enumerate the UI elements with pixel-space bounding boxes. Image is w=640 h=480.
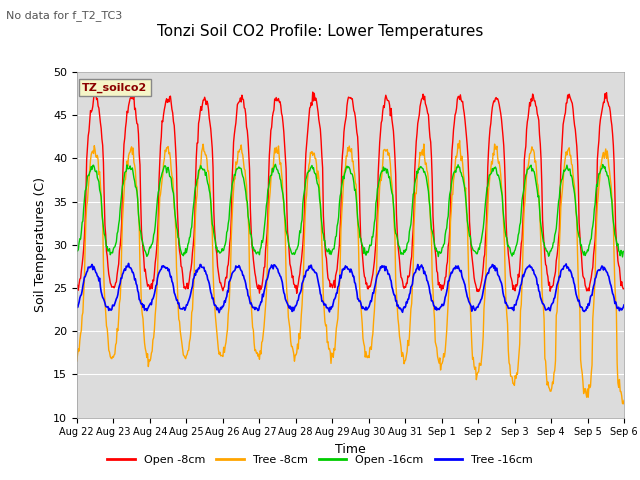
Text: Tonzi Soil CO2 Profile: Lower Temperatures: Tonzi Soil CO2 Profile: Lower Temperatur… bbox=[157, 24, 483, 39]
Y-axis label: Soil Temperatures (C): Soil Temperatures (C) bbox=[35, 177, 47, 312]
Text: No data for f_T2_TC3: No data for f_T2_TC3 bbox=[6, 10, 123, 21]
Text: TZ_soilco2: TZ_soilco2 bbox=[83, 83, 148, 93]
Legend: Open -8cm, Tree -8cm, Open -16cm, Tree -16cm: Open -8cm, Tree -8cm, Open -16cm, Tree -… bbox=[102, 451, 538, 469]
X-axis label: Time: Time bbox=[335, 443, 366, 456]
